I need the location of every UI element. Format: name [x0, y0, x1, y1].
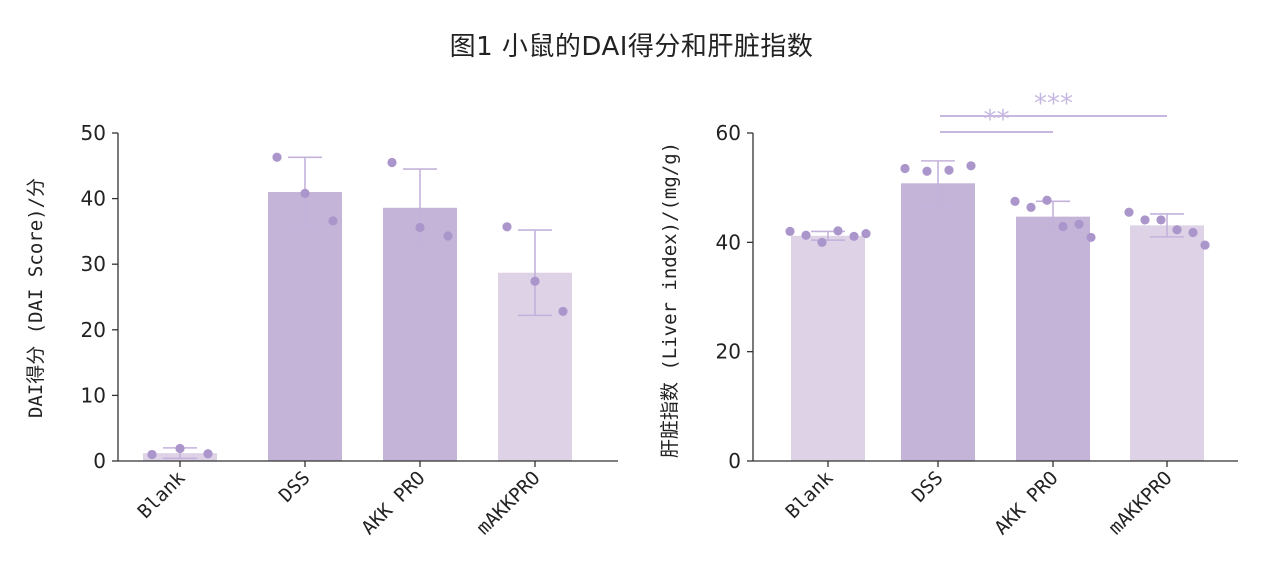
y-tick-label: 20 [716, 340, 741, 364]
data-point [966, 161, 976, 171]
data-point [801, 230, 811, 240]
x-tick-label: Blank [134, 467, 190, 523]
data-point [1172, 225, 1182, 235]
data-point [1086, 232, 1096, 243]
x-tick-label: mAKKPRO [472, 467, 544, 539]
x-tick-label: Blank [782, 467, 838, 523]
data-point [175, 443, 185, 454]
bar-dss [268, 192, 342, 462]
data-point [833, 226, 843, 236]
y-axis-label: 肝脏指数 (Liver index)/(mg/g) [659, 142, 681, 458]
data-point [530, 276, 540, 286]
data-point [817, 237, 827, 247]
y-tick-label: 0 [93, 449, 106, 473]
y-tick-label: 30 [81, 252, 106, 276]
x-tick-label: mAKKPRO [1104, 467, 1176, 539]
significance-label: *** [1034, 89, 1073, 119]
data-point [387, 157, 397, 168]
data-point [1058, 221, 1068, 232]
bar-akk-pro [383, 207, 457, 461]
y-tick-label: 40 [716, 230, 741, 254]
y-axis-label: DAI得分 (DAI Score)/分 [25, 178, 47, 418]
data-point [443, 231, 453, 241]
data-point [502, 222, 512, 232]
data-point [1074, 219, 1084, 229]
data-point [922, 166, 932, 176]
bar-akk-pro [1016, 216, 1090, 461]
x-tick-label: AKK PRO [990, 467, 1062, 539]
bar-dss [901, 183, 975, 461]
y-tick-label: 20 [81, 318, 106, 342]
x-tick-label: AKK PRO [357, 467, 429, 539]
y-tick-label: 0 [728, 449, 741, 473]
data-point [272, 152, 282, 162]
data-point [558, 306, 568, 317]
bar-blank [791, 235, 865, 461]
data-point [147, 449, 157, 460]
data-point [1124, 207, 1134, 217]
x-tick-label: DSS [275, 467, 315, 507]
data-point [1188, 227, 1198, 238]
y-tick-label: 40 [81, 187, 106, 211]
y-tick-label: 10 [81, 383, 106, 407]
data-point [1140, 215, 1150, 225]
data-point [1042, 195, 1052, 205]
data-point [415, 222, 425, 233]
data-point [300, 188, 310, 198]
data-point [900, 163, 910, 174]
figure-title: 图1 小鼠的DAI得分和肝脏指数 [449, 32, 814, 62]
data-point [861, 228, 871, 239]
data-point [203, 449, 213, 459]
data-point [944, 165, 954, 175]
data-point [849, 231, 859, 241]
data-point [1200, 240, 1210, 250]
significance-label: ** [984, 105, 1010, 135]
x-tick-label: DSS [908, 467, 948, 507]
data-point [1026, 202, 1036, 212]
chart-1: 0 10 20 30 40 50 Blank DSS AKK PRO mAKKPRO DAI得分 (… [25, 121, 618, 539]
chart-2: 0 20 40 60 Blank DSS AKK PRO mAKKPRO 肝脏指数 (Liver… [659, 89, 1238, 539]
data-point [328, 216, 338, 226]
bar-makkpro [1130, 225, 1204, 461]
data-point [1156, 215, 1166, 225]
y-tick-label: 50 [81, 121, 106, 145]
y-tick-label: 60 [716, 121, 741, 145]
data-point [1010, 196, 1020, 206]
data-point [785, 226, 795, 236]
